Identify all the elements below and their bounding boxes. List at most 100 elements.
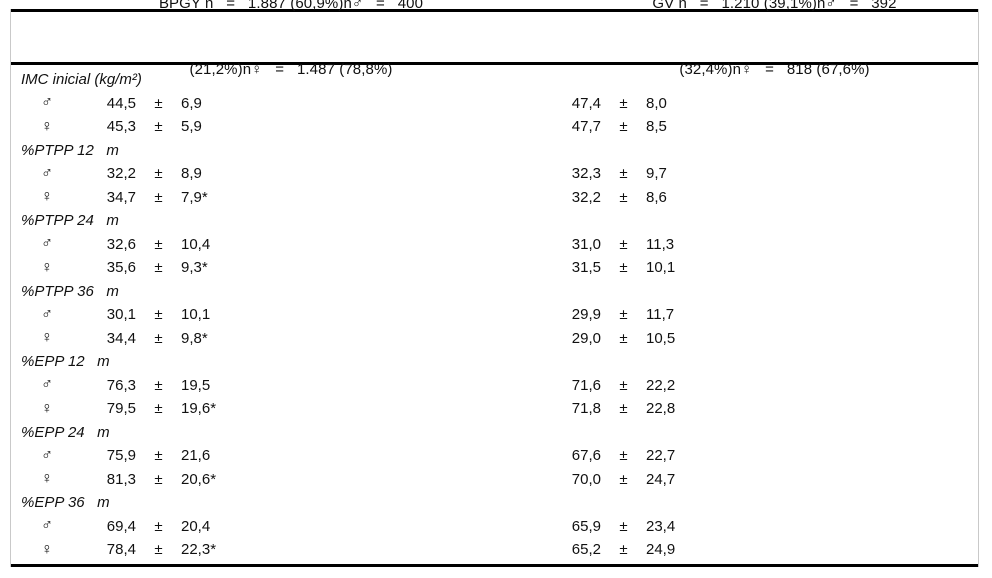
gv-sd-value: 10,1 bbox=[646, 259, 676, 277]
gv-group-header: GV n = 1.210 (39,1%)n♂ = 392 (32,4%)n♀ =… bbox=[571, 0, 978, 125]
bpgy-mean-value: 32,6 bbox=[106, 235, 136, 253]
bpgy-sd-value: 10,1 bbox=[181, 306, 211, 324]
bpgy-sd-value: 5,9 bbox=[181, 118, 202, 136]
bpgy-sd-value: 20,4 bbox=[181, 517, 211, 535]
bpgy-sd-value: 9,3* bbox=[181, 259, 208, 277]
bpgy-sd-value: 20,6* bbox=[181, 470, 217, 488]
female-icon: ♀ bbox=[41, 329, 53, 347]
gv-sd-value: 8,5 bbox=[646, 118, 667, 136]
bpgy-mean-value: 44,5 bbox=[106, 94, 136, 112]
table-header-row: BPGY n = 1.887 (60,9%)n♂ = 400 (21,2%)n♀… bbox=[11, 0, 978, 78]
female-icon: ♀ bbox=[41, 470, 53, 488]
gv-sd-value: 11,3 bbox=[646, 235, 675, 253]
plus-minus-sign: ± bbox=[619, 329, 628, 347]
female-icon: ♀ bbox=[41, 188, 53, 206]
female-icon: ♀ bbox=[41, 258, 53, 276]
section-label: %EPP 24 m bbox=[21, 423, 110, 441]
bpgy-mean-value: 81,3 bbox=[106, 470, 136, 488]
male-icon: ♂ bbox=[41, 305, 53, 323]
bpgy-mean-value: 69,4 bbox=[106, 517, 136, 535]
gv-mean-value: 32,2 bbox=[571, 188, 601, 206]
table-row: ♀ 79,5 ± 19,6* 71,8 ± 22,8 bbox=[11, 397, 978, 421]
gv-sd-value: 22,2 bbox=[646, 376, 676, 394]
bpgy-header-line-2: (21,2%)n♀ = 1.487 (78,8%) bbox=[189, 61, 393, 78]
bpgy-mean-value: 34,7 bbox=[106, 188, 136, 206]
bpgy-sd-value: 19,6* bbox=[181, 400, 217, 418]
gv-sd-value: 8,0 bbox=[646, 94, 667, 112]
female-icon: ♀ bbox=[41, 117, 53, 135]
section-label: %EPP 12 m bbox=[21, 353, 110, 371]
plus-minus-sign: ± bbox=[619, 400, 628, 418]
bpgy-mean-value: 45,3 bbox=[106, 118, 136, 136]
plus-minus-sign: ± bbox=[619, 259, 628, 277]
header-separator-rule bbox=[11, 62, 978, 65]
gv-mean-value: 31,0 bbox=[571, 235, 601, 253]
comparison-table: BPGY n = 1.887 (60,9%)n♂ = 400 (21,2%)n♀… bbox=[10, 0, 979, 567]
bpgy-mean-value: 34,4 bbox=[106, 329, 136, 347]
bpgy-sd-value: 19,5 bbox=[181, 376, 211, 394]
gv-sd-value: 23,4 bbox=[646, 517, 676, 535]
plus-minus-sign: ± bbox=[154, 235, 163, 253]
bpgy-sd-value: 6,9 bbox=[181, 94, 202, 112]
table-bottom-rule bbox=[11, 563, 978, 567]
plus-minus-sign: ± bbox=[154, 259, 163, 277]
gv-mean-value: 32,3 bbox=[571, 165, 601, 183]
gv-mean-value: 29,9 bbox=[571, 306, 601, 324]
table-row: ♂ 76,3 ± 19,5 71,6 ± 22,2 bbox=[11, 374, 978, 398]
plus-minus-sign: ± bbox=[154, 165, 163, 183]
male-icon: ♂ bbox=[41, 164, 53, 182]
plus-minus-sign: ± bbox=[619, 165, 628, 183]
plus-minus-sign: ± bbox=[154, 541, 163, 559]
section-label: IMC inicial (kg/m²) bbox=[21, 71, 142, 89]
plus-minus-sign: ± bbox=[619, 541, 628, 559]
bpgy-mean-value: 35,6 bbox=[106, 259, 136, 277]
gv-mean-value: 47,7 bbox=[571, 118, 601, 136]
gv-mean-value: 65,2 bbox=[571, 541, 601, 559]
plus-minus-sign: ± bbox=[154, 118, 163, 136]
plus-minus-sign: ± bbox=[619, 517, 628, 535]
bpgy-mean-value: 79,5 bbox=[106, 400, 136, 418]
table-row: ♂ 32,2 ± 8,9 32,3 ± 9,7 bbox=[11, 162, 978, 186]
gv-header-line-2: (32,4%)n♀ = 818 (67,6%) bbox=[679, 61, 870, 78]
gv-mean-value: 29,0 bbox=[571, 329, 601, 347]
bpgy-sd-value: 7,9* bbox=[181, 188, 208, 206]
table-row: ♀ 35,6 ± 9,3* 31,5 ± 10,1 bbox=[11, 256, 978, 280]
plus-minus-sign: ± bbox=[619, 376, 628, 394]
gv-mean-value: 31,5 bbox=[571, 259, 601, 277]
table-row: ♀ 34,7 ± 7,9* 32,2 ± 8,6 bbox=[11, 186, 978, 210]
gv-sd-value: 10,5 bbox=[646, 329, 676, 347]
bpgy-mean-value: 76,3 bbox=[106, 376, 136, 394]
bpgy-mean-value: 78,4 bbox=[106, 541, 136, 559]
plus-minus-sign: ± bbox=[619, 235, 628, 253]
bpgy-header-line-1: BPGY n = 1.887 (60,9%)n♂ = 400 bbox=[158, 0, 424, 12]
plus-minus-sign: ± bbox=[619, 306, 628, 324]
gv-mean-value: 71,8 bbox=[571, 400, 601, 418]
gv-sd-value: 24,7 bbox=[646, 470, 676, 488]
table-row: ♂ 30,1 ± 10,1 29,9 ± 11,7 bbox=[11, 303, 978, 327]
female-icon: ♀ bbox=[41, 399, 53, 417]
bpgy-sd-value: 22,3* bbox=[181, 541, 217, 559]
male-icon: ♂ bbox=[41, 446, 53, 464]
table-row: ♂ 32,6 ± 10,4 31,0 ± 11,3 bbox=[11, 233, 978, 257]
bpgy-mean-value: 30,1 bbox=[106, 306, 136, 324]
male-icon: ♂ bbox=[41, 94, 53, 112]
table-row: ♂ 69,4 ± 20,4 65,9 ± 23,4 bbox=[11, 515, 978, 539]
gv-sd-value: 22,7 bbox=[646, 447, 676, 465]
bpgy-mean-value: 32,2 bbox=[106, 165, 136, 183]
plus-minus-sign: ± bbox=[619, 188, 628, 206]
gv-mean-value: 65,9 bbox=[571, 517, 601, 535]
bpgy-sd-value: 21,6 bbox=[181, 447, 211, 465]
table-body: IMC inicial (kg/m²) ♂ 44,5 ± 6,9 47,4 ± … bbox=[11, 65, 978, 564]
plus-minus-sign: ± bbox=[154, 470, 163, 488]
plus-minus-sign: ± bbox=[619, 118, 628, 136]
gv-sd-value: 8,6 bbox=[646, 188, 667, 206]
male-icon: ♂ bbox=[41, 517, 53, 535]
gv-mean-value: 67,6 bbox=[571, 447, 601, 465]
table-top-rule bbox=[11, 9, 978, 12]
female-icon: ♀ bbox=[41, 540, 53, 558]
section-label: %PTPP 12 m bbox=[21, 141, 119, 159]
section-label: %PTPP 36 m bbox=[21, 282, 119, 300]
bpgy-mean-value: 75,9 bbox=[106, 447, 136, 465]
plus-minus-sign: ± bbox=[619, 470, 628, 488]
gv-sd-value: 22,8 bbox=[646, 400, 676, 418]
